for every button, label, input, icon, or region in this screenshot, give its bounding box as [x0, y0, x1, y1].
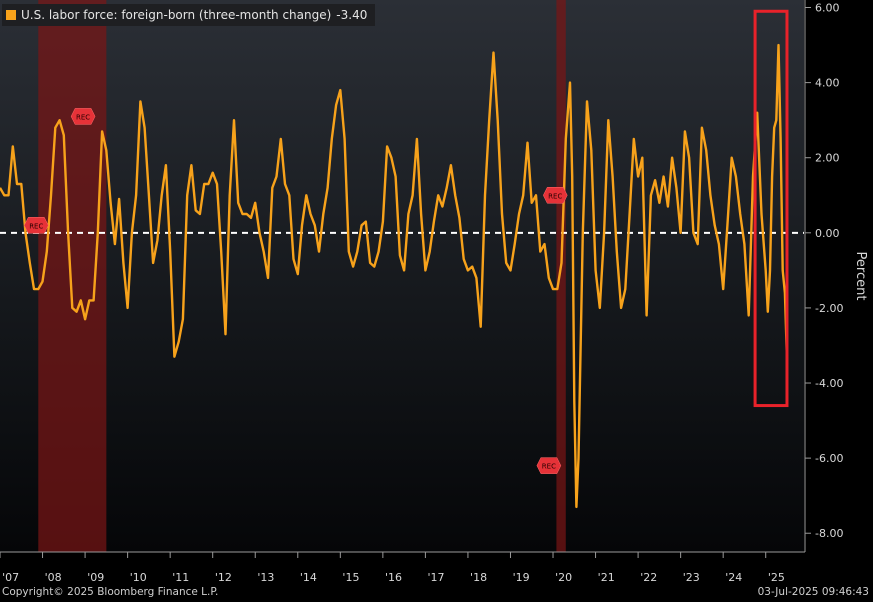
y-tick-label: 0.00: [815, 227, 840, 240]
legend-label: U.S. labor force: foreign-born (three-mo…: [21, 8, 332, 22]
y-tick-label: -4.00: [815, 377, 843, 390]
plot-background: [0, 0, 804, 552]
x-tick-label: '07: [2, 571, 19, 584]
x-tick-label: '11: [172, 571, 189, 584]
x-tick-label: '14: [300, 571, 317, 584]
x-tick-label: '08: [45, 571, 62, 584]
x-tick-label: '22: [640, 571, 657, 584]
x-tick-label: '15: [342, 571, 359, 584]
series-layer: [0, 43, 789, 509]
x-tick-label: '12: [215, 571, 232, 584]
timestamp: 03-Jul-2025 09:46:43: [757, 586, 869, 598]
x-axis-ticks: '07 '08 '09 '10 '11 '12 '13 '14 '15 '16 '17 '18 '19 '…: [0, 552, 785, 584]
highlight-box: [753, 9, 789, 408]
rec-badge: REC: [542, 187, 568, 204]
legend: U.S. labor force: foreign-born (three-mo…: [2, 4, 376, 26]
legend-last-value: -3.40: [336, 8, 368, 22]
y-axis-label: Percent: [853, 252, 868, 301]
y-tick-label: -2.00: [815, 302, 843, 315]
rec-badge: REC: [536, 457, 562, 474]
legend-swatch: [6, 10, 16, 20]
x-tick-label: '09: [87, 571, 104, 584]
x-tick-label: '21: [598, 571, 615, 584]
rec-badge: REC: [70, 108, 96, 125]
copyright: Copyright© 2025 Bloomberg Finance L.P.: [2, 586, 219, 598]
rec-badges: REC REC REC REC: [24, 108, 568, 474]
y-tick-label: -8.00: [815, 527, 843, 540]
y-axis-ticks: 6.00 4.00 2.00 0.00 -2.00 -4.00 -6.00 -8.00: [805, 2, 843, 540]
x-tick-label: '24: [725, 571, 742, 584]
rec-badge-label: REC: [548, 192, 562, 200]
x-tick-label: '10: [130, 571, 147, 584]
x-tick-label: '13: [257, 571, 274, 584]
y-tick-label: -6.00: [815, 452, 843, 465]
x-tick-label: '18: [470, 571, 487, 584]
rec-badge-label: REC: [542, 463, 556, 471]
y-tick-label: 2.00: [815, 152, 840, 165]
x-tick-label: '17: [428, 571, 445, 584]
rec-badge-label: REC: [76, 113, 90, 121]
x-tick-label: '23: [683, 571, 700, 584]
y-tick-label: 4.00: [815, 77, 840, 90]
y-tick-label: 6.00: [815, 2, 840, 15]
x-tick-label: '25: [768, 571, 785, 584]
series-line: [0, 43, 789, 509]
rec-badge-label: REC: [29, 222, 43, 230]
rec-badge: REC: [24, 217, 49, 234]
x-tick-label: '20: [555, 571, 572, 584]
recession-band: [556, 0, 566, 552]
x-tick-label: '16: [385, 571, 402, 584]
x-tick-label: '19: [513, 571, 530, 584]
